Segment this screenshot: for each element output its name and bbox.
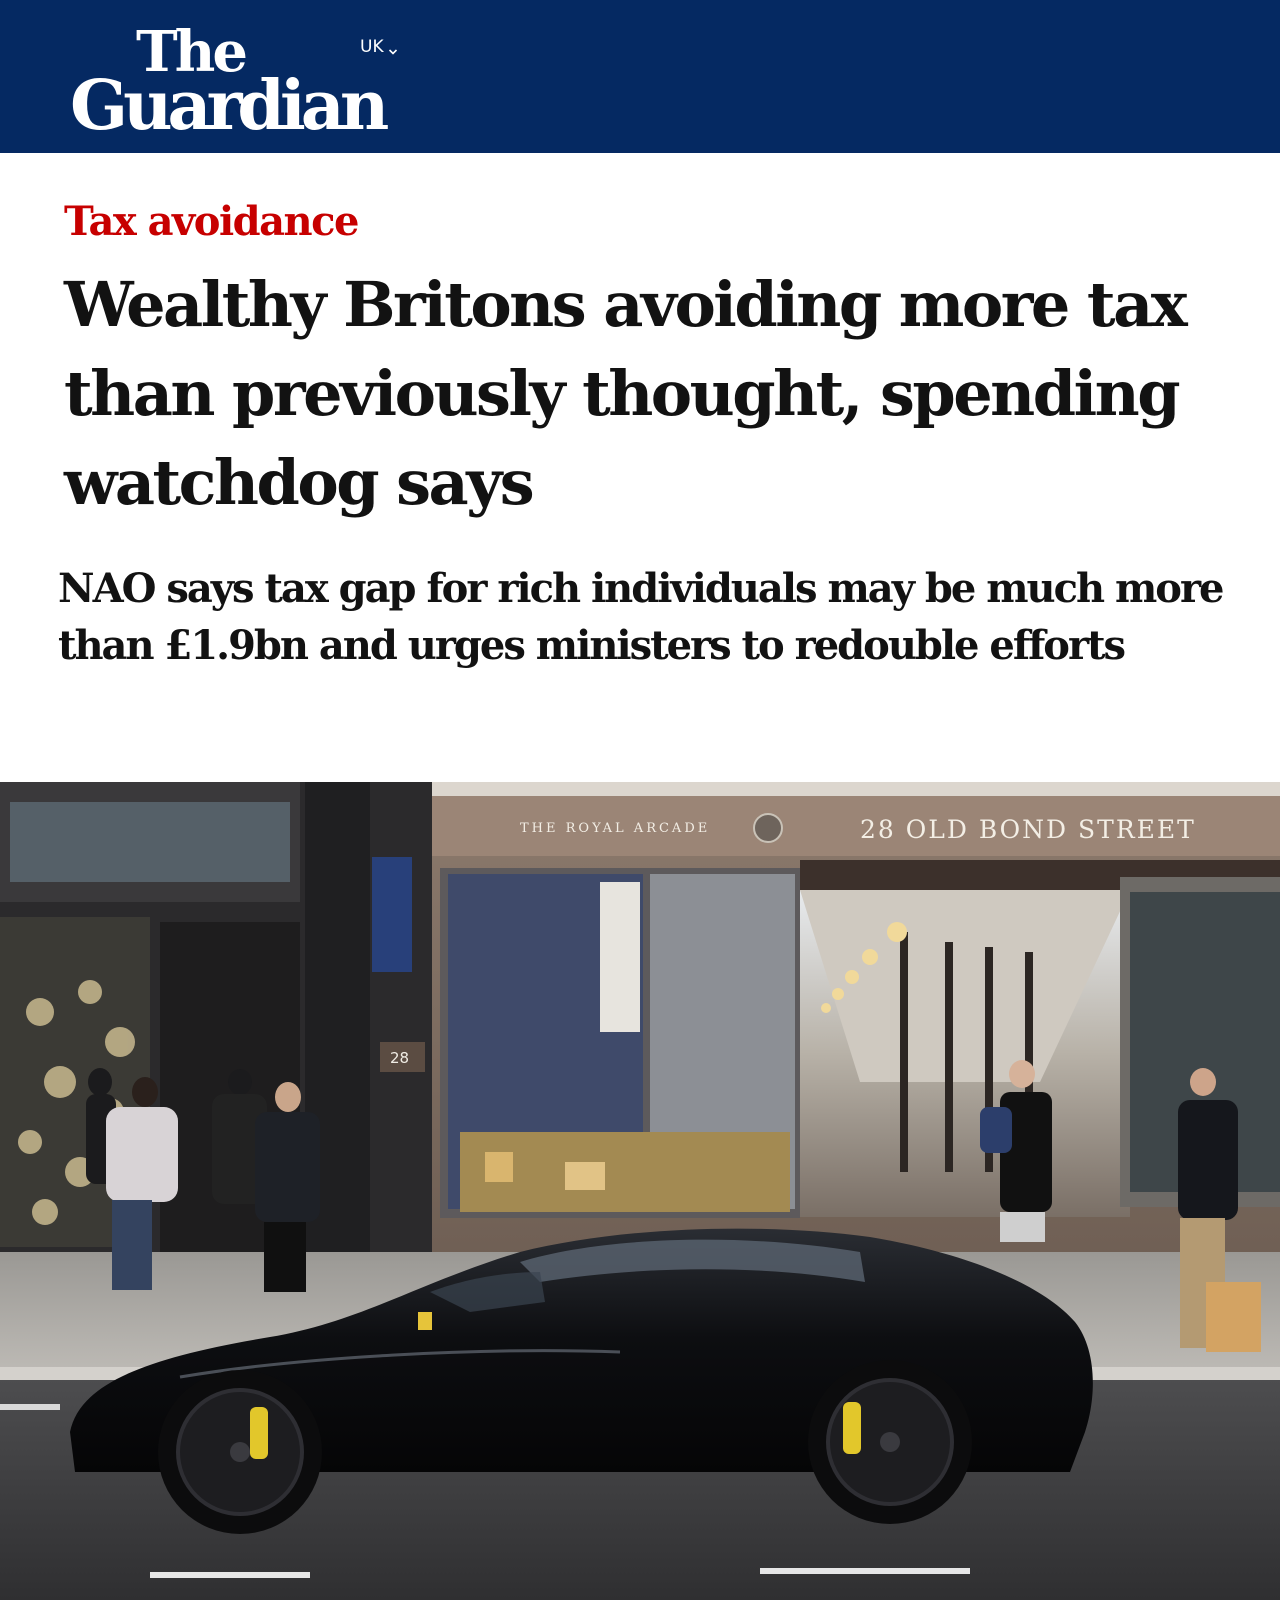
main-article-photo: THE ROYAL ARCADE 28 OLD BOND STREET 28 [0,782,1280,1600]
photo-ferrari-royal-arcade: THE ROYAL ARCADE 28 OLD BOND STREET 28 [0,782,1280,1600]
address-sign-text: 28 OLD BOND STREET [860,815,1196,844]
guardian-logo[interactable]: The Guardian [70,19,410,142]
article-standfirst: NAO says tax gap for rich individuals ma… [58,565,1225,669]
edition-label: UK [360,37,384,57]
door-number-plate [380,1042,425,1072]
section-kicker-link[interactable]: Tax avoidance [64,198,359,245]
article-headline: Wealthy Britons avoiding more tax than p… [64,268,1188,519]
car-illustration [70,1228,1093,1534]
arcade-sign-text: THE ROYAL ARCADE [520,821,710,836]
door-number: 28 [390,1049,409,1067]
edition-selector[interactable]: UK [360,36,398,58]
masthead: The Guardian UK [0,0,1280,153]
logo-line-1: The [136,19,248,85]
logo-line-2: Guardian [70,66,389,146]
chevron-down-icon [388,42,398,55]
